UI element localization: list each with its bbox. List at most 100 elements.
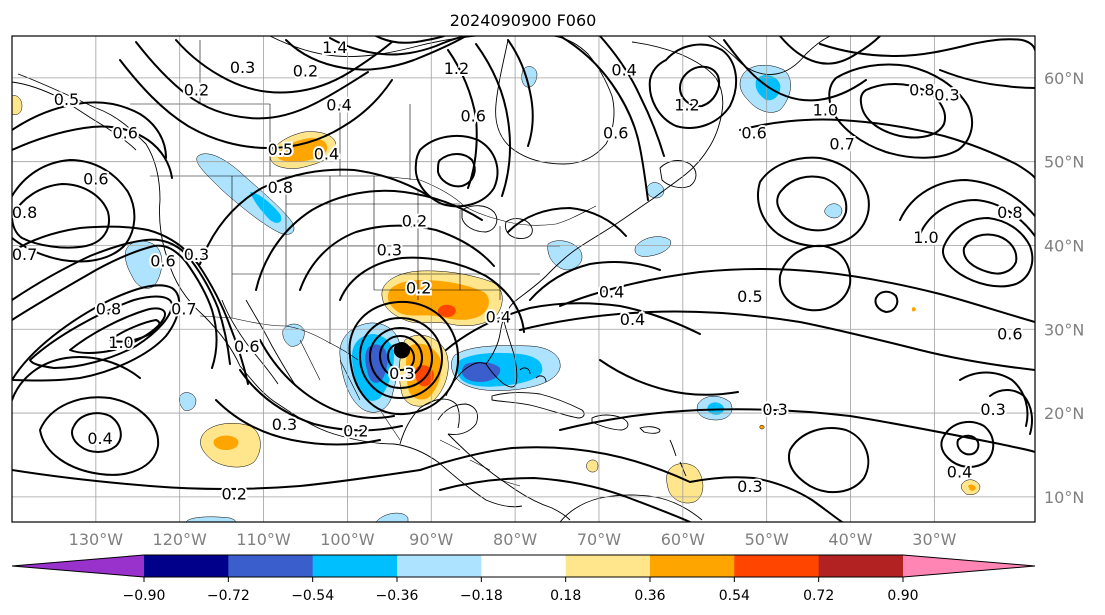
colorbar-segment xyxy=(144,555,229,577)
coastline-gulf-california xyxy=(245,299,297,387)
colorbar-segment xyxy=(397,555,482,577)
positive-shading-red-core xyxy=(437,304,456,318)
contour-pacific-high-ring-3 xyxy=(69,307,166,354)
contour-label: 0.2 xyxy=(221,485,246,504)
contour-atlantic-broad-03 xyxy=(559,408,1035,453)
contour-label: 0.4 xyxy=(314,144,339,163)
lon-tick-label: 100°W xyxy=(320,530,375,549)
contour-label: 0.8 xyxy=(96,299,121,318)
positive-shading-atlantic-east-core xyxy=(968,484,976,491)
contour-mexico-2 xyxy=(259,339,395,419)
contour-hudson-east-3 xyxy=(507,39,534,147)
lon-tick-label: 40°W xyxy=(828,530,872,549)
contour-atlantic-south-loop xyxy=(788,427,870,494)
contour-label: 0.2 xyxy=(402,211,427,230)
contour-label: 0.7 xyxy=(171,299,196,318)
contour-label: 0.4 xyxy=(326,96,351,115)
colorbar-label: −0.36 xyxy=(376,588,419,604)
contour-great-lakes-loop xyxy=(414,134,499,208)
contour-atlantic-east-high-2 xyxy=(919,199,1035,237)
lon-tick-label: 120°W xyxy=(153,530,208,549)
coastline-baja xyxy=(221,299,279,385)
contour-greenland-low-2 xyxy=(779,36,881,65)
contour-label: 0.3 xyxy=(737,477,762,496)
contour-label: 0.6 xyxy=(741,123,766,142)
coastline-hispaniola xyxy=(591,414,629,431)
border-us-mexico xyxy=(199,315,359,361)
contour-label: 0.3 xyxy=(377,241,402,260)
lat-tick-label: 40°N xyxy=(1044,236,1084,255)
contour-atlantic-se-1 xyxy=(959,371,1029,427)
coastline-bahamas xyxy=(519,367,547,383)
contour-pacific-jet-1 xyxy=(12,244,218,369)
lon-tick-label: 30°W xyxy=(912,530,956,549)
contour-pacific-high-ring-2 xyxy=(29,295,173,369)
colorbar-label: 0.90 xyxy=(887,588,918,604)
colorbar-label: 0.72 xyxy=(803,588,834,604)
contour-atlantic-broad-04-south xyxy=(519,310,1035,371)
border-canada-provinces xyxy=(130,40,411,180)
lon-tick-label: 70°W xyxy=(577,530,621,549)
contour-label: 0.6 xyxy=(112,123,137,142)
contour-plains-1 xyxy=(299,224,495,291)
contour-label: 0.3 xyxy=(184,245,209,264)
contour-caribbean-1 xyxy=(419,446,691,483)
contour-label: 0.2 xyxy=(406,278,431,297)
contour-north-ridge-1 xyxy=(135,41,369,120)
map-panel: 0.30.20.21.40.41.20.60.40.61.20.61.00.70… xyxy=(11,35,1036,523)
contour-pacific-south-inner xyxy=(71,412,122,453)
contour-label: 1.0 xyxy=(913,228,938,247)
positive-shading-montana-core xyxy=(277,138,328,162)
contour-pacific-jet-3 xyxy=(12,225,249,385)
border-mexico-states xyxy=(299,339,401,441)
contour-labrador-loop xyxy=(648,43,738,129)
contour-atlantic-sw-loop xyxy=(940,420,995,468)
negative-shading-mid-atlantic xyxy=(547,240,583,271)
negative-shading-atlantic-small-2 xyxy=(824,203,843,219)
contour-label: 1.0 xyxy=(813,101,838,120)
contour-plains-3 xyxy=(199,168,433,265)
contour-label: 0.8 xyxy=(268,178,293,197)
contour-label: 0.5 xyxy=(54,90,79,109)
lat-tick-label: 60°N xyxy=(1044,69,1084,88)
contour-hudson-low-2 xyxy=(329,36,471,56)
colorbar-segment xyxy=(818,555,904,577)
coastline-florida xyxy=(485,311,518,388)
colorbar-segment xyxy=(312,555,398,577)
contour-north-atlantic-ridge-1 xyxy=(739,118,1035,179)
contour-north-ridge-2 xyxy=(175,39,393,94)
contour-lines xyxy=(12,36,1035,522)
contour-hudson-low-3 xyxy=(375,36,445,44)
lon-tick-label: 60°W xyxy=(661,530,705,549)
political-borders xyxy=(130,40,597,487)
contour-label: 1.2 xyxy=(674,96,699,115)
contour-label: 0.4 xyxy=(947,463,972,482)
contour-storm-ring-3 xyxy=(379,335,423,379)
contour-label: 0.8 xyxy=(12,203,37,222)
contour-storm-ring-1 xyxy=(359,317,443,399)
negative-shading-south-florida-core xyxy=(462,361,501,382)
contour-label: 0.3 xyxy=(230,58,255,77)
positive-shading-midatlantic-dot xyxy=(912,307,916,312)
contour-mexico-3 xyxy=(215,399,381,446)
contour-atlantic-se-2 xyxy=(989,389,1033,435)
contour-label: 0.4 xyxy=(486,308,511,327)
contour-labrador-loop-inner xyxy=(679,65,720,108)
colorbar-extend-high xyxy=(903,555,1035,577)
colorbar-segment xyxy=(650,555,735,577)
contour-atlantic-east-high-4 xyxy=(962,233,1018,275)
border-us-canada xyxy=(150,175,597,226)
colorbar-label: −0.90 xyxy=(123,588,166,604)
coastline-newfoundland xyxy=(659,160,697,189)
coastline-alaska xyxy=(12,81,137,151)
contour-mississippi-1 xyxy=(339,256,525,333)
lat-tick-label: 50°N xyxy=(1044,153,1084,172)
contour-label: 0.3 xyxy=(980,400,1005,419)
contour-storm-ring-5 xyxy=(348,300,460,416)
contour-north-atlantic-ridge-2 xyxy=(819,38,1035,57)
positive-shading-pacific-left xyxy=(12,95,23,115)
positive-shading-caribbean-dot xyxy=(759,424,765,430)
lon-tick-label: 50°W xyxy=(745,530,789,549)
contour-labrador-1 xyxy=(559,36,649,201)
